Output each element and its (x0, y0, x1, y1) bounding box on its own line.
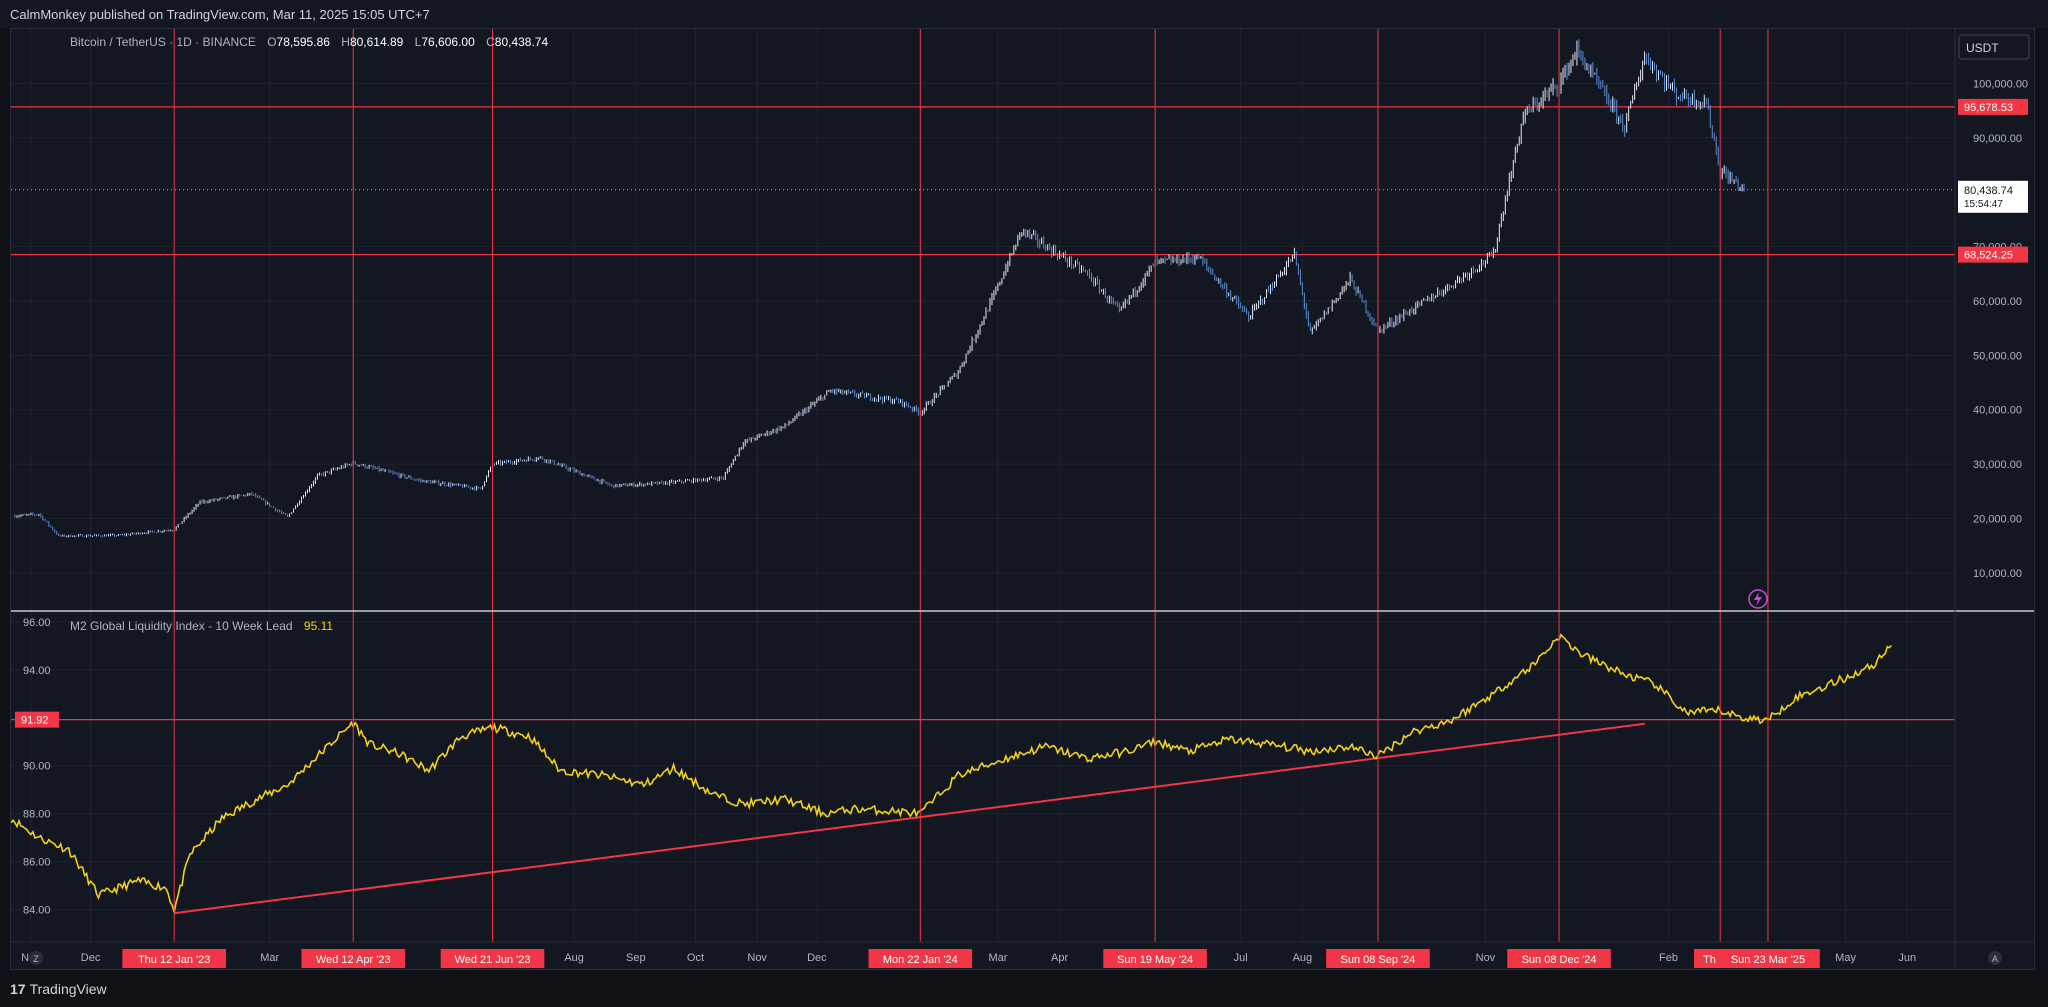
time-axis-label: Sep (626, 952, 646, 964)
m2-axis-label: 90.00 (23, 761, 51, 773)
m2-level-badge-label: 91.92 (21, 715, 49, 727)
m2-legend-value: 95.11 (304, 619, 333, 633)
time-axis-label: Dec (81, 952, 101, 964)
current-price-badge-value: 80,438.74 (1964, 185, 2013, 197)
price-axis-label: 10,000.00 (1973, 568, 2022, 580)
corner-button-a-label: A (1992, 954, 1998, 964)
price-axis-label: 60,000.00 (1973, 296, 2022, 308)
publish-header-text: CalmMonkey published on TradingView.com,… (10, 7, 430, 22)
price-series (14, 39, 1745, 538)
time-axis-label: Nov (1476, 952, 1496, 964)
time-axis-label: Jul (1234, 952, 1248, 964)
price-legend: Bitcoin / TetherUS · 1D · BINANCE O78,59… (70, 35, 548, 49)
price-axis-label: 50,000.00 (1973, 350, 2022, 362)
tradingview-logo[interactable]: 17 TradingView (10, 981, 107, 997)
time-axis-label: Aug (564, 952, 584, 964)
grid (11, 29, 1955, 942)
price-axis-label: 40,000.00 (1973, 405, 2022, 417)
marked-date-badge[interactable] (868, 949, 973, 968)
ohlc-high-value: 80,614.89 (350, 35, 404, 49)
ohlc-open-label: O (267, 35, 276, 49)
marked-date-badge-label: Wed 12 Apr '23 (316, 954, 391, 966)
chart-background (11, 29, 2034, 969)
marked-date-badge-label: Wed 21 Jun '23 (455, 954, 531, 966)
corner-button-z[interactable]: Z (29, 951, 43, 965)
time-axis-label: Nov (747, 952, 767, 964)
time-axis-label: Oct (687, 952, 704, 964)
marked-date-badge-label: Mon 22 Jan '24 (883, 954, 958, 966)
time-axis[interactable]: NovDecMarAugSepOctNovDecMarAprJulAugNovF… (21, 949, 1916, 968)
time-axis-label: Jun (1898, 952, 1916, 964)
marked-date-badge-label: Thu 12 Jan '23 (138, 954, 210, 966)
ohlc-open-value: 78,595.86 (277, 35, 331, 49)
price-level-badge-label: 95,678.53 (1964, 102, 2013, 114)
time-axis-label: Mar (988, 952, 1007, 964)
price-level-badge (1958, 98, 2028, 115)
price-badges: 95,678.53 68,524.25 80,438.74 15:54:47 91.92 (15, 98, 2028, 728)
m2-legend-title: M2 Global Liquidity Index - 10 Week Lead (70, 619, 293, 633)
price-level-badge (1958, 246, 2028, 263)
time-axis-label: Dec (807, 952, 827, 964)
marked-date-badge-label: Sun 08 Sep '24 (1341, 954, 1416, 966)
publish-header: CalmMonkey published on TradingView.com,… (0, 0, 2048, 28)
ohlc-high-label: H (341, 35, 350, 49)
currency-label: USDT (1966, 41, 1999, 55)
m2-level-badge (15, 711, 59, 728)
m2-axis-label: 84.00 (23, 905, 51, 917)
ohlc-low-value: 76,606.00 (421, 35, 475, 49)
current-price-badge (1958, 180, 2028, 213)
currency-button[interactable]: USDT (1958, 34, 2030, 60)
ohlc-low-label: L (415, 35, 422, 49)
m2-axis-label: 94.00 (23, 665, 51, 677)
m2-pane[interactable] (10, 633, 1955, 915)
marked-date-badge[interactable] (1103, 949, 1207, 968)
tradingview-logo-glyph: 17 (10, 981, 26, 997)
time-axis-label: Aug (1293, 952, 1313, 964)
time-axis-label: Feb (1659, 952, 1678, 964)
m2-series (10, 633, 1892, 913)
ohlc-close-value: 80,438.74 (495, 35, 549, 49)
m2-axis[interactable]: 96.00 94.00 90.00 88.00 86.00 84.00 (23, 617, 51, 917)
price-axis-label: 90,000.00 (1973, 133, 2022, 145)
lightning-icon[interactable] (1748, 589, 1768, 609)
time-axis-label: May (1835, 952, 1856, 964)
marked-date-badge[interactable] (440, 949, 545, 968)
tradingview-logo-text: TradingView (29, 981, 107, 997)
m2-axis-label: 86.00 (23, 857, 51, 869)
price-level-badge-label: 68,524.25 (1964, 250, 2013, 262)
time-axis-label: Mar (260, 952, 279, 964)
price-legend-title: Bitcoin / TetherUS · 1D · BINANCE (70, 35, 256, 49)
m2-line (10, 633, 1892, 913)
price-axis[interactable]: 100,000.0090,000.0070,000.0060,000.0050,… (1973, 78, 2028, 580)
price-axis-label: 30,000.00 (1973, 459, 2022, 471)
corner-button-z-label: Z (33, 954, 39, 964)
marked-date-badge-label: Sun 19 May '24 (1117, 954, 1193, 966)
m2-axis-label: 96.00 (23, 617, 51, 629)
corner-button-a[interactable]: A (1988, 951, 2002, 965)
m2-axis-label: 88.00 (23, 809, 51, 821)
marked-date-badge[interactable] (1716, 949, 1820, 968)
m2-legend: M2 Global Liquidity Index - 10 Week Lead… (70, 619, 333, 633)
marked-date-badge[interactable] (1507, 949, 1611, 968)
chart-canvas[interactable]: Bitcoin / TetherUS · 1D · BINANCE O78,59… (10, 29, 2034, 969)
price-axis-label: 100,000.00 (1973, 78, 2028, 90)
current-price-badge-countdown: 15:54:47 (1964, 199, 2003, 210)
price-pane[interactable] (11, 39, 1955, 538)
marked-date-badge[interactable] (1326, 949, 1430, 968)
chart-frame[interactable]: Bitcoin / TetherUS · 1D · BINANCE O78,59… (10, 28, 2035, 970)
marked-date-badge[interactable] (301, 949, 406, 968)
marked-date-badge-label: Sun 08 Dec '24 (1522, 954, 1597, 966)
ohlc-close-label: C (486, 35, 495, 49)
m2-trendline[interactable] (174, 722, 1645, 915)
footer: 17 TradingView (0, 972, 2048, 1007)
marked-date-badge[interactable] (122, 949, 226, 968)
marked-date-badge-label: Sun 23 Mar '25 (1731, 954, 1805, 966)
time-axis-label: Apr (1051, 952, 1068, 964)
price-axis-label: 20,000.00 (1973, 514, 2022, 526)
marked-date-lines (173, 29, 1769, 942)
